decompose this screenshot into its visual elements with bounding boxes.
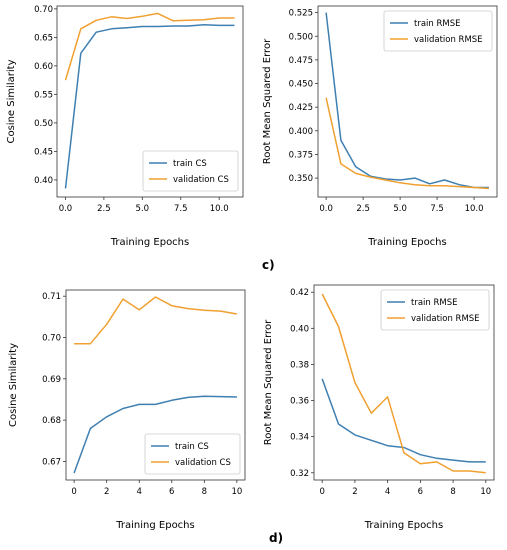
chart-2: 0.0 2.5 5.0 7.5 10.0 0.350 0.375 0.400 0.425 0.45… xyxy=(262,5,498,248)
y-tick-label: 0.65 xyxy=(34,33,53,43)
x-tick-label: 10 xyxy=(480,487,491,497)
panel-label-c: c) xyxy=(262,258,275,272)
x-tick-label: 10 xyxy=(231,487,242,497)
panel-label-d: d) xyxy=(269,531,284,545)
legend: train RMSE validation RMSE xyxy=(380,289,490,331)
y-tick-label: 0.69 xyxy=(42,375,61,385)
y-tick-label: 0.34 xyxy=(290,433,309,443)
legend-box xyxy=(144,433,241,475)
x-tick-label: 0 xyxy=(319,487,324,497)
series-line-train-rmse xyxy=(325,12,489,189)
plot-frame xyxy=(56,5,244,198)
x-tick-label: 2 xyxy=(352,487,357,497)
y-tick-label: 0.42 xyxy=(290,288,309,298)
y-tick-label: 0.60 xyxy=(34,62,53,72)
x-tick-label: 4 xyxy=(385,487,390,497)
legend-box xyxy=(142,150,239,192)
legend: train CS validation CS xyxy=(144,433,241,475)
y-tick-label: 0.67 xyxy=(42,457,61,467)
legend: train CS validation CS xyxy=(142,150,239,192)
series-line-validation-rmse xyxy=(321,293,486,474)
legend-label: train RMSE xyxy=(414,19,461,29)
series-line-validation-cs xyxy=(74,296,238,345)
x-tick-label: 2.5 xyxy=(356,204,370,214)
legend: train RMSE validation RMSE xyxy=(383,10,493,52)
x-tick-label: 4 xyxy=(137,487,142,497)
chart-4: 0 2 4 6 8 10 0.32 0.34 0.36 0.38 0.40 0.42 Training … xyxy=(263,284,495,531)
legend-label: train CS xyxy=(173,159,207,169)
y-axis-label: Root Mean Squared Error xyxy=(263,319,274,445)
series-line-validation-cs xyxy=(64,12,235,81)
y-tick-label: 0.475 xyxy=(289,56,313,66)
legend-label: validation CS xyxy=(175,458,231,468)
y-tick-label: 0.55 xyxy=(34,90,53,100)
series-line-train-rmse xyxy=(321,378,486,463)
x-axis-label: Training Epochs xyxy=(115,520,194,531)
legend-box xyxy=(383,10,493,52)
x-tick-label: 6 xyxy=(418,487,423,497)
x-tick-label: 2.5 xyxy=(97,204,111,214)
y-tick-label: 0.525 xyxy=(289,9,313,19)
y-tick-label: 0.32 xyxy=(290,469,309,479)
x-tick-label: 5.0 xyxy=(393,204,407,214)
y-tick-label: 0.500 xyxy=(289,32,313,42)
legend-box xyxy=(380,289,490,331)
legend-label: train CS xyxy=(175,442,209,452)
series-line-train-cs xyxy=(73,395,237,474)
x-tick-label: 10.0 xyxy=(210,204,229,214)
y-tick-label: 0.450 xyxy=(289,80,313,90)
legend-label: train RMSE xyxy=(411,298,458,308)
y-tick-label: 0.45 xyxy=(34,147,53,157)
chart-1: 0.0 2.5 5.0 7.5 10.0 0.40 0.45 0.50 0.55 0.60 0.65… xyxy=(6,5,244,248)
y-tick-label: 0.36 xyxy=(290,397,309,407)
y-tick-label: 0.71 xyxy=(42,292,61,302)
y-tick-label: 0.375 xyxy=(289,150,313,160)
y-axis-label: Cosine Similarity xyxy=(6,59,17,143)
y-axis-label: Cosine Similarity xyxy=(8,343,19,427)
x-axis-label: Training Epochs xyxy=(110,237,189,248)
chart-3: 0 2 4 6 8 10 0.67 0.68 0.69 0.70 0.71 Training Epoc… xyxy=(8,289,246,531)
x-tick-label: 10.0 xyxy=(465,204,484,214)
y-tick-label: 0.70 xyxy=(34,5,53,15)
x-axis-label: Training Epochs xyxy=(367,237,446,248)
y-tick-label: 0.40 xyxy=(34,176,53,186)
legend-label: validation RMSE xyxy=(414,35,483,45)
x-axis-label: Training Epochs xyxy=(364,520,443,531)
x-tick-label: 8 xyxy=(202,487,207,497)
y-tick-label: 0.350 xyxy=(289,174,313,184)
y-tick-label: 0.425 xyxy=(289,103,313,113)
legend-label: validation RMSE xyxy=(411,314,480,324)
x-tick-label: 0 xyxy=(71,487,76,497)
plot-frame xyxy=(65,289,246,481)
x-tick-label: 6 xyxy=(169,487,174,497)
x-tick-label: 0.0 xyxy=(59,204,73,214)
x-tick-label: 7.5 xyxy=(430,204,444,214)
series-line-validation-rmse xyxy=(325,97,489,190)
x-tick-label: 7.5 xyxy=(174,204,188,214)
x-tick-label: 0.0 xyxy=(319,204,333,214)
x-tick-label: 5.0 xyxy=(136,204,150,214)
x-tick-label: 2 xyxy=(104,487,109,497)
y-tick-label: 0.70 xyxy=(42,334,61,344)
legend-label: validation CS xyxy=(173,175,229,185)
x-tick-label: 8 xyxy=(450,487,455,497)
y-axis-label: Root Mean Squared Error xyxy=(262,38,273,164)
plot-frame xyxy=(313,284,495,481)
series-line-train-cs xyxy=(64,24,235,189)
plot-frame xyxy=(317,5,498,198)
y-tick-label: 0.68 xyxy=(42,416,61,426)
y-tick-label: 0.40 xyxy=(290,324,309,334)
y-tick-label: 0.50 xyxy=(34,119,53,129)
y-tick-label: 0.400 xyxy=(289,127,313,137)
y-tick-label: 0.38 xyxy=(290,360,309,370)
